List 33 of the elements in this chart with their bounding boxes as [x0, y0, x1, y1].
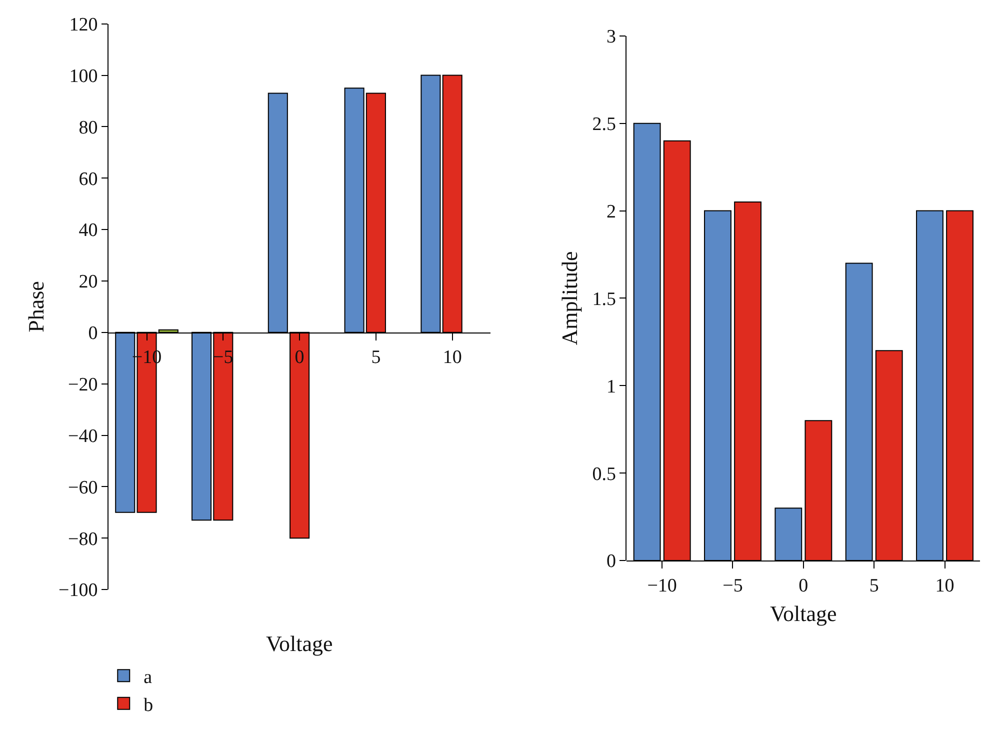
legend-label: b — [144, 694, 154, 716]
y-tick-label: 60 — [78, 168, 98, 190]
x-tick-label: −10 — [647, 575, 677, 596]
y-tick-label: 0 — [606, 551, 616, 572]
y-tick-label: 20 — [78, 272, 98, 293]
x-tick-label: 10 — [935, 575, 954, 596]
y-tick-label: 0.5 — [592, 464, 616, 485]
y-tick-label: 1 — [606, 376, 616, 398]
x-tick-label: 10 — [442, 347, 462, 368]
y-axis-title: Amplitude — [556, 251, 582, 346]
y-tick-label: 2.5 — [592, 114, 616, 135]
x-tick-label: 5 — [869, 575, 879, 596]
y-tick-label: −100 — [58, 580, 98, 602]
y-tick-label: −40 — [68, 426, 98, 447]
x-axis-title: Voltage — [770, 601, 837, 626]
y-tick-label: 1.5 — [592, 288, 616, 310]
y-tick-label: 2 — [606, 201, 616, 222]
legend-label: a — [144, 667, 153, 688]
y-tick-label: −80 — [68, 528, 98, 550]
y-axis-title: Phase — [23, 281, 48, 332]
x-tick-label: 0 — [798, 575, 808, 596]
x-tick-label: 0 — [294, 347, 304, 368]
y-tick-label: 0 — [88, 323, 98, 344]
y-tick-label: 120 — [69, 14, 98, 36]
x-tick-label: 5 — [371, 347, 381, 368]
y-tick-label: 3 — [606, 26, 616, 48]
x-axis-title: Voltage — [266, 631, 333, 656]
y-tick-label: 80 — [78, 117, 98, 138]
y-tick-label: −60 — [68, 477, 98, 498]
x-tick-label: −5 — [722, 575, 743, 596]
y-tick-label: 40 — [78, 220, 98, 242]
y-tick-label: −20 — [68, 374, 98, 396]
y-tick-label: 100 — [69, 66, 98, 87]
